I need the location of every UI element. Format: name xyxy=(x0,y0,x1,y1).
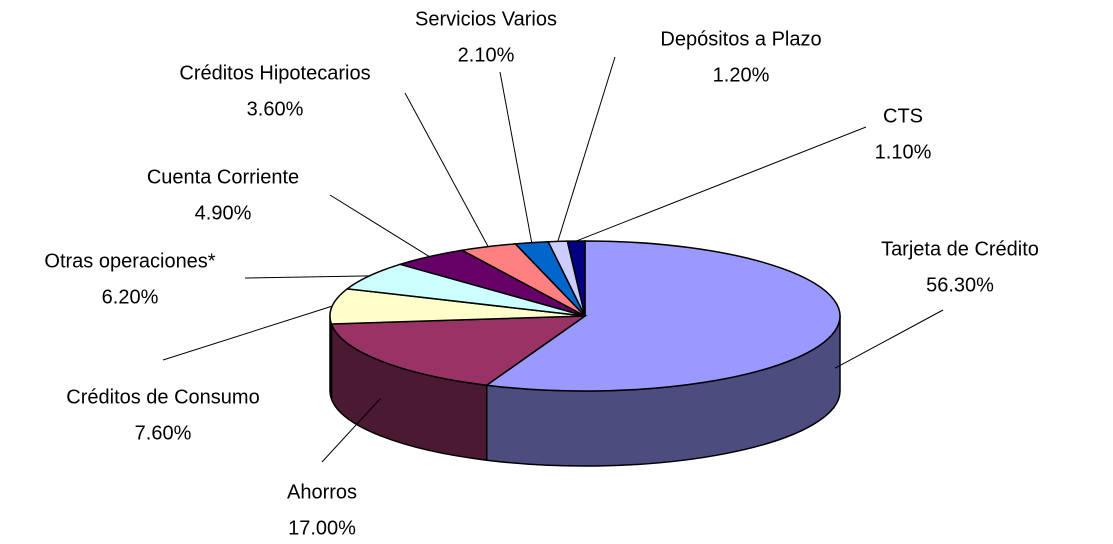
leader-line xyxy=(576,126,867,242)
slice-label: Ahorros xyxy=(287,481,357,503)
slice-value-label: 1.10% xyxy=(875,141,932,163)
slice-value-label: 56.30% xyxy=(926,274,994,296)
slice xyxy=(484,240,841,392)
slice-value-label: 1.20% xyxy=(713,64,770,86)
slice-label: Depósitos a Plazo xyxy=(660,28,821,50)
leader-line xyxy=(499,71,533,243)
leader-line xyxy=(162,305,333,361)
slice-value-label: 3.60% xyxy=(247,98,304,120)
slice-label: Servicios Varios xyxy=(415,8,557,30)
slice-label: Tarjeta de Crédito xyxy=(881,238,1039,260)
leader-line xyxy=(321,398,381,463)
slice-label: Créditos Hipotecarios xyxy=(179,62,370,84)
slice-label: CTS xyxy=(883,105,923,127)
slice-value-label: 6.20% xyxy=(102,286,159,308)
leader-line xyxy=(557,56,616,242)
slice-value-label: 7.60% xyxy=(135,422,192,444)
leader-line xyxy=(244,275,370,279)
leader-line xyxy=(404,92,489,247)
slice-side xyxy=(329,315,333,400)
slice-value-label: 2.10% xyxy=(458,44,515,66)
slice-label: Cuenta Corriente xyxy=(147,166,299,188)
leader-line xyxy=(834,309,944,369)
leader-line xyxy=(329,194,430,258)
slice-value-label: 17.00% xyxy=(288,517,356,539)
slice xyxy=(330,315,588,386)
slice-label: Otras operaciones* xyxy=(44,250,215,272)
slice-label: Créditos de Consumo xyxy=(66,386,259,408)
slice-value-label: 4.90% xyxy=(195,202,252,224)
